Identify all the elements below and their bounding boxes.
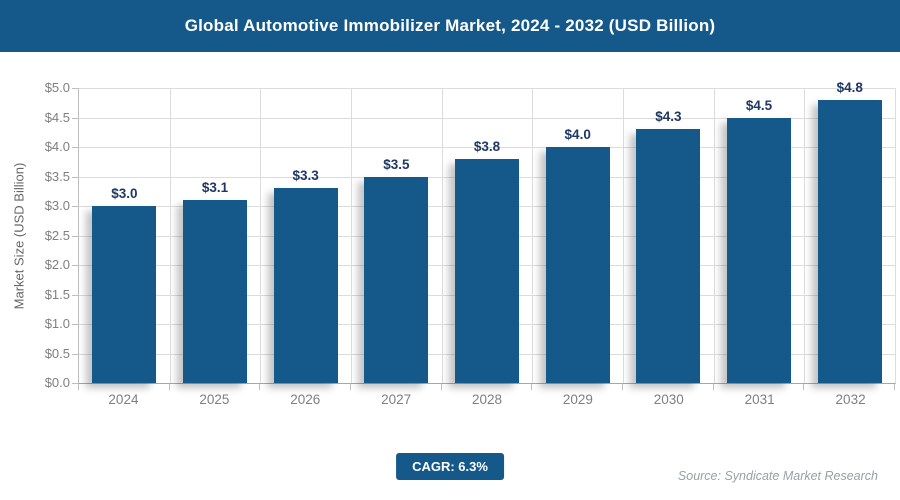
x-tick-mark [894, 384, 895, 390]
gridline-vertical [351, 88, 352, 383]
gridline-vertical [804, 88, 806, 383]
y-tick-mark [72, 324, 78, 325]
bar-slot: $3.3 [260, 88, 351, 383]
bar [545, 147, 610, 383]
gridline-vertical [623, 88, 624, 383]
bar-value-label: $4.8 [836, 79, 863, 95]
gridline-vertical [532, 88, 534, 383]
x-tick-label: 2025 [199, 392, 230, 407]
bar-value-label: $3.3 [292, 168, 319, 184]
bar [817, 99, 882, 383]
y-tick-label: $4.5 [44, 109, 70, 125]
x-tick-label: 2029 [562, 392, 593, 407]
y-tick-mark [72, 88, 78, 89]
y-tick-label: $4.0 [44, 139, 70, 154]
x-tick-mark [350, 384, 351, 390]
bar-slot: $4.8 [804, 80, 895, 383]
bar [364, 176, 429, 383]
gridline-vertical [441, 88, 443, 383]
gridline-horizontal [79, 88, 895, 89]
bar-value-label: $3.1 [201, 180, 229, 196]
x-axis-labels: 2024 2025 2026 2027 2028 2029 2030 2031 2032 [78, 392, 896, 407]
x-tick-label: 2030 [653, 392, 684, 407]
bar [727, 117, 792, 383]
x-tick-mark [78, 384, 79, 390]
bar [183, 200, 247, 383]
x-tick-mark [440, 384, 442, 390]
bar-value-label: $3.8 [473, 138, 501, 154]
bar-value-label: $4.3 [655, 109, 682, 125]
y-tick-label: $1.5 [44, 286, 70, 302]
y-tick-mark [72, 147, 78, 148]
y-tick-label: $0.0 [44, 375, 70, 390]
x-tick-label: 2027 [381, 392, 412, 407]
x-tick-mark [531, 384, 533, 390]
bar-slot: $3.0 [79, 88, 170, 383]
y-tick-mark [72, 176, 78, 178]
bar-value-label: $3.0 [111, 186, 138, 201]
x-tick-mark [622, 384, 623, 390]
y-tick-label: $3.5 [44, 168, 70, 184]
bar-value-label: $4.0 [564, 127, 591, 142]
bar [636, 129, 701, 383]
bar-slot: $4.5 [714, 88, 805, 383]
gridline-vertical [169, 88, 171, 383]
y-tick-label: $2.0 [44, 257, 70, 272]
bar-slot: $3.1 [170, 88, 261, 383]
x-tick-label: 2032 [835, 392, 866, 407]
y-tick-mark [72, 294, 78, 296]
bar [92, 206, 157, 383]
plot-area: $3.0 $3.1 $3.3 $3.5 $3.8 $4.0 $4.3 $4.5 $4.8 [78, 80, 896, 384]
bar [455, 158, 520, 383]
y-tick-label: $2.5 [44, 227, 70, 243]
bar-slot: $3.5 [351, 88, 442, 383]
y-tick-label: $5.0 [44, 80, 70, 95]
bar-slot: $4.3 [623, 88, 714, 383]
chart-title: Global Automotive Immobilizer Market, 20… [184, 16, 716, 35]
y-tick-label: $3.0 [44, 198, 70, 213]
cagr-badge: CAGR: 6.3% [396, 453, 504, 480]
chart-title-bar: Global Automotive Immobilizer Market, 20… [0, 0, 900, 52]
x-tick-label: 2031 [744, 392, 775, 407]
x-tick-mark [803, 384, 805, 390]
y-tick-label: $1.0 [44, 316, 70, 331]
source-attribution: Source: Syndicate Market Research [677, 469, 878, 483]
y-tick-label: $0.5 [44, 345, 70, 361]
x-tick-mark [259, 384, 261, 390]
y-tick-mark [72, 383, 78, 384]
x-tick-label: 2024 [108, 392, 139, 407]
bar-slot: $3.8 [442, 88, 533, 383]
bar-slot: $4.0 [532, 88, 623, 383]
bar-series: $3.0 $3.1 $3.3 $3.5 $3.8 $4.0 $4.3 $4.5 $4.8 [79, 80, 895, 383]
bar-value-label: $3.5 [383, 156, 410, 172]
y-tick-mark [72, 117, 78, 119]
x-tick-label: 2026 [290, 392, 321, 407]
x-tick-label: 2028 [471, 392, 503, 407]
gridline-horizontal [79, 117, 895, 119]
y-tick-mark [72, 353, 78, 355]
gridline-vertical [260, 88, 262, 383]
bar [273, 188, 338, 383]
chart: Market Size (USD Billion) $3.0 $3.1 $3.3 $3… [0, 52, 900, 452]
gridline-horizontal [79, 147, 895, 148]
bar-value-label: $4.5 [745, 97, 773, 113]
gridline-vertical [713, 88, 715, 383]
y-tick-mark [72, 235, 78, 237]
x-tick-mark [712, 384, 714, 390]
y-tick-mark [72, 265, 78, 266]
x-tick-mark [168, 384, 170, 390]
y-tick-mark [72, 206, 78, 207]
